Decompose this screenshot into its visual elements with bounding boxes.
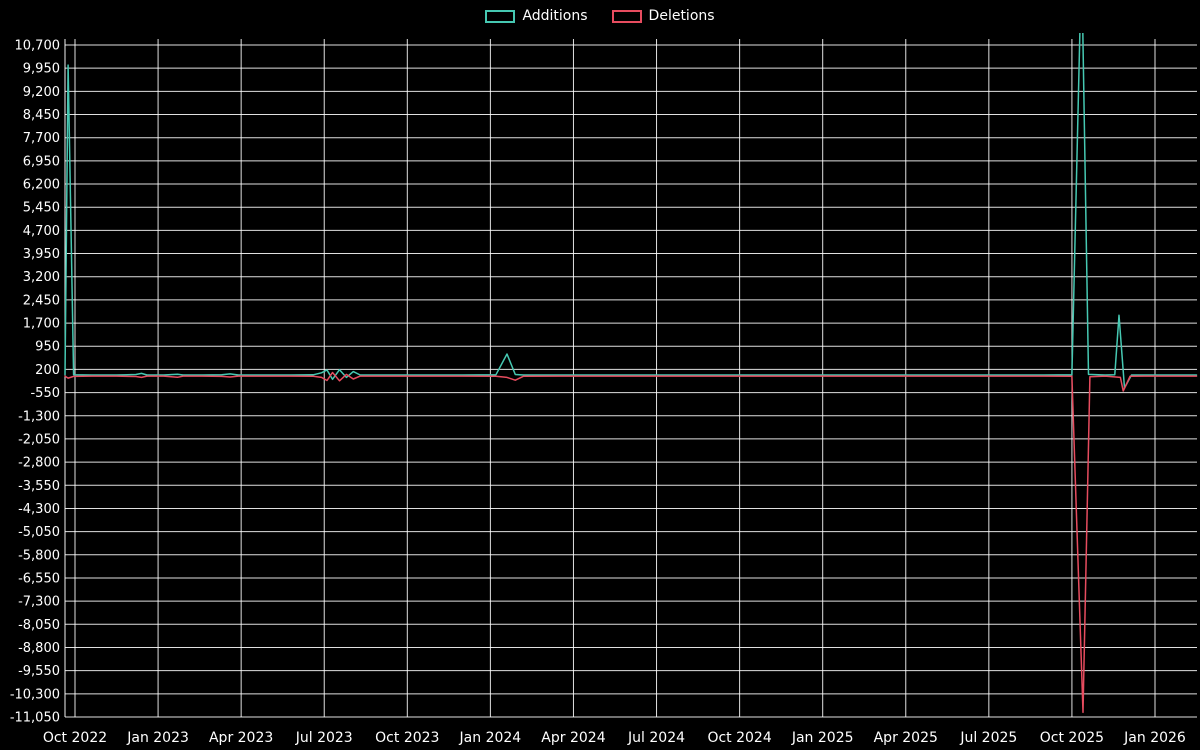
y-tick-label: -5,050 [18, 525, 60, 540]
legend-item-deletions[interactable]: Deletions [611, 8, 715, 25]
y-tick-label: -1,300 [18, 409, 60, 424]
x-tick-label: Jan 2026 [1123, 730, 1186, 746]
y-tick-label: 200 [35, 363, 60, 378]
y-tick-label: 1,700 [23, 317, 60, 332]
x-tick-label: Oct 2025 [1040, 730, 1104, 746]
y-tick-label: -8,800 [18, 641, 60, 656]
y-tick-label: -5,800 [18, 548, 60, 563]
additions-line [64, 33, 1198, 389]
y-tick-label: -550 [30, 386, 60, 401]
x-tick-label: Oct 2024 [707, 730, 771, 746]
y-tick-label: 6,200 [23, 178, 60, 193]
deletions-line [64, 371, 1198, 714]
y-tick-label: -4,300 [18, 502, 60, 517]
y-tick-label: -7,300 [18, 595, 60, 610]
y-tick-label: -2,050 [18, 432, 60, 447]
x-tick-label: Oct 2022 [43, 730, 107, 746]
y-tick-label: 9,950 [23, 62, 60, 77]
additions-swatch [485, 10, 516, 23]
y-tick-label: -8,050 [18, 618, 60, 633]
x-tick-label: Jan 2023 [126, 730, 189, 746]
deletions-swatch [611, 10, 642, 23]
y-tick-label: 4,700 [23, 224, 60, 239]
legend-label-deletions: Deletions [648, 8, 715, 24]
y-tick-label: 5,450 [23, 201, 60, 216]
y-tick-label: -6,550 [18, 571, 60, 586]
y-tick-label: -11,050 [10, 711, 60, 726]
y-tick-label: 6,950 [23, 154, 60, 169]
y-tick-label: 2,450 [23, 293, 60, 308]
y-tick-label: 9,200 [23, 85, 60, 100]
y-tick-label: 10,700 [15, 39, 61, 54]
x-tick-label: Oct 2023 [375, 730, 439, 746]
x-tick-label: Apr 2023 [209, 730, 273, 746]
x-tick-label: Jul 2024 [627, 730, 685, 746]
y-tick-label: -2,800 [18, 456, 60, 471]
y-tick-label: 8,450 [23, 108, 60, 123]
y-tick-label: 950 [35, 340, 60, 355]
y-tick-label: -9,550 [18, 664, 60, 679]
legend-item-additions[interactable]: Additions [485, 8, 588, 25]
x-tick-label: Apr 2024 [541, 730, 605, 746]
y-tick-label: -10,300 [10, 687, 60, 702]
y-tick-label: 3,200 [23, 270, 60, 285]
y-tick-label: -3,550 [18, 479, 60, 494]
x-tick-label: Jan 2025 [791, 730, 854, 746]
y-tick-label: 3,950 [23, 247, 60, 262]
x-tick-label: Jul 2023 [295, 730, 353, 746]
y-tick-label: 7,700 [23, 131, 60, 146]
x-tick-label: Jan 2024 [459, 730, 522, 746]
x-tick-label: Jul 2025 [959, 730, 1017, 746]
x-tick-label: Apr 2025 [874, 730, 938, 746]
legend-label-additions: Additions [522, 8, 588, 24]
chart-legend: Additions Deletions [0, 8, 1200, 25]
